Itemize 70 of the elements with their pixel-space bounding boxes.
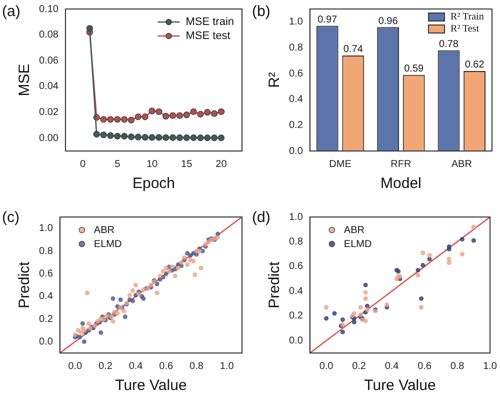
y-tick-label: 0.4 <box>288 286 304 297</box>
y-axis-title: MSE <box>16 64 34 96</box>
y-axis-title: Predict <box>266 260 284 308</box>
y-tick-label: 0.8 <box>288 42 304 54</box>
x-tick-label: ABR <box>451 158 472 170</box>
y-tick-label: 0.0 <box>288 335 304 346</box>
y-tick-label: 0.06 <box>38 55 59 66</box>
y-tick-label: 0.04 <box>38 81 59 92</box>
x-tick-label: 0.2 <box>352 360 366 372</box>
y-tick-label: 0.2 <box>288 120 304 131</box>
text: (a) <box>2 3 20 20</box>
x-tick-label: 1.0 <box>220 360 234 372</box>
y-tick-label: 0.4 <box>38 291 54 302</box>
legend-label: R² Train <box>450 12 484 23</box>
data-label: 0.96 <box>378 16 398 27</box>
x-tick-label: 0.8 <box>190 360 204 372</box>
y-tick-label: 0.10 <box>38 4 59 15</box>
x-tick-label: 0.0 <box>68 360 82 372</box>
x-tick-label: 0.6 <box>159 360 174 372</box>
y-tick-label: 0.0 <box>288 146 304 157</box>
x-tick-label: 0.0 <box>319 360 334 372</box>
y-tick-label: 0.2 <box>38 314 54 325</box>
legend-label: ABR <box>344 224 364 236</box>
x-tick-label: 1.0 <box>483 360 498 372</box>
x-tick-label: 15 <box>181 158 193 170</box>
y-tick-label: 1.0 <box>288 212 304 223</box>
x-tick-label: 0 <box>80 158 86 170</box>
legend-label: ELMD <box>94 238 122 250</box>
legend-label: ELMD <box>344 238 372 250</box>
data-label: 0.62 <box>464 60 485 71</box>
y-tick-label: 0.4 <box>288 94 304 106</box>
data-label: 0.97 <box>318 14 338 26</box>
legend-label: R² Test <box>450 24 480 35</box>
x-axis-title: Epoch <box>132 175 176 192</box>
text: (d) <box>252 209 270 226</box>
y-tick-label: 0.8 <box>38 246 54 257</box>
x-tick-label: DME <box>329 158 352 170</box>
x-tick-label: 20 <box>216 158 228 170</box>
x-tick-label: 0.6 <box>418 360 432 372</box>
y-tick-label: 0.6 <box>288 261 304 272</box>
x-axis-title: Ture Value <box>115 377 187 394</box>
x-tick-label: 0.4 <box>384 360 400 372</box>
x-tick-label: 0.4 <box>128 360 144 372</box>
x-tick-label: RFR <box>390 158 412 170</box>
legend-label: MSE train <box>186 16 234 28</box>
x-tick-label: 0.8 <box>450 360 465 372</box>
y-tick-label: 0.0 <box>38 336 54 348</box>
data-label: 0.59 <box>404 64 424 75</box>
x-tick-label: 10 <box>146 158 158 170</box>
y-tick-label: 0.00 <box>38 132 59 144</box>
y-axis-title: Predict <box>16 260 34 308</box>
legend-label: ABR <box>94 224 114 236</box>
y-tick-label: 1.0 <box>288 16 304 28</box>
y-tick-label: 0.02 <box>38 107 59 118</box>
x-tick-label: 5 <box>114 158 121 170</box>
x-axis-title: Ture Value <box>364 377 436 394</box>
y-tick-label: 1.0 <box>38 223 54 234</box>
text: (c) <box>2 209 20 226</box>
data-label: 0.78 <box>439 39 459 50</box>
y-tick-label: 0.2 <box>288 310 304 322</box>
y-axis-title: R² <box>266 72 284 88</box>
legend-label: MSE test <box>186 30 230 42</box>
y-tick-label: 0.6 <box>38 268 54 280</box>
y-tick-label: 0.6 <box>288 68 304 80</box>
x-axis-title: Model <box>380 175 422 192</box>
data-label: 0.74 <box>343 44 364 56</box>
x-tick-label: 0.2 <box>98 360 113 372</box>
y-tick-label: 0.08 <box>38 30 59 41</box>
text: (b) <box>252 3 270 20</box>
y-tick-label: 0.8 <box>288 236 304 248</box>
